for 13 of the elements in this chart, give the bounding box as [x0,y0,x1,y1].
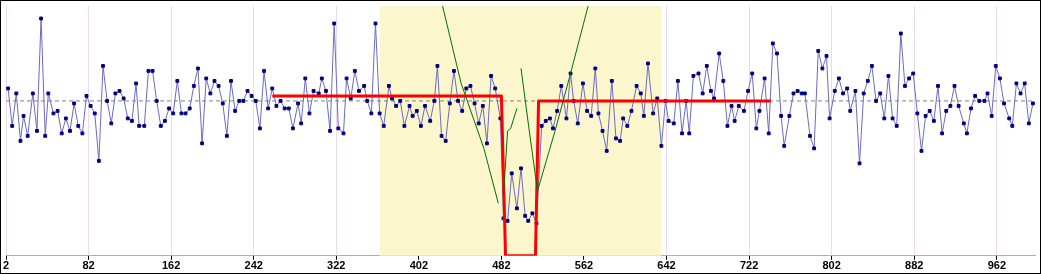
x-tick-label: 242 [244,259,263,272]
x-tick-label: 562 [574,259,594,272]
x-tick-label: 82 [82,259,95,272]
x-tick-label: 882 [905,259,924,272]
x-tick-label: 802 [822,259,841,272]
x-tick-label: 642 [657,259,676,272]
x-tick-label: 722 [739,259,759,272]
x-tick-label: 322 [327,259,346,272]
x-tick-label: 162 [161,259,181,272]
x-tick-label: 2 [2,259,10,272]
x-tick-label: 402 [409,259,429,272]
x-tick-label: 962 [987,259,1006,272]
x-tick-label: 482 [492,259,511,272]
